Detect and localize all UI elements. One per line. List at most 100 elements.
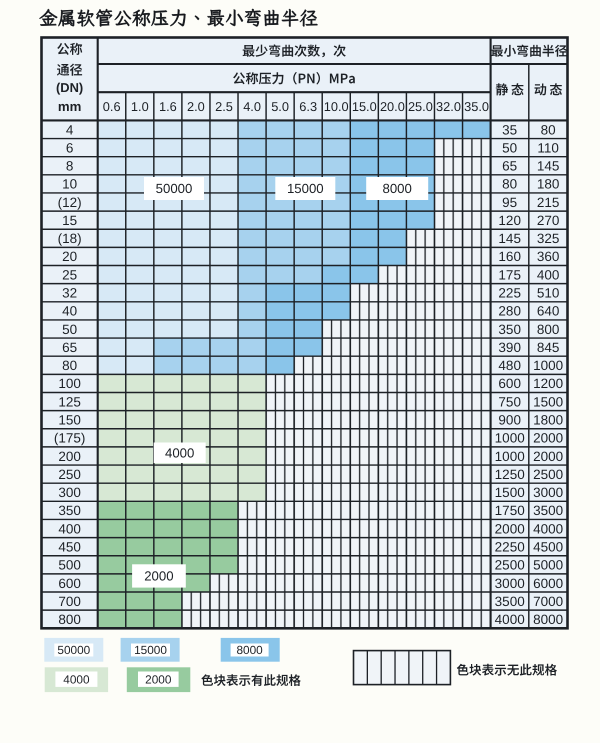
svg-text:2.0: 2.0 bbox=[187, 99, 205, 114]
svg-text:32: 32 bbox=[62, 286, 77, 301]
svg-text:40: 40 bbox=[62, 304, 77, 319]
svg-text:10: 10 bbox=[62, 177, 77, 192]
svg-text:2000: 2000 bbox=[495, 521, 525, 536]
svg-text:6.3: 6.3 bbox=[299, 99, 317, 114]
svg-text:1250: 1250 bbox=[495, 467, 525, 482]
svg-text:(18): (18) bbox=[58, 231, 82, 246]
svg-text:160: 160 bbox=[498, 249, 521, 264]
svg-text:25.0: 25.0 bbox=[408, 99, 433, 114]
svg-text:360: 360 bbox=[537, 249, 560, 264]
svg-text:8000: 8000 bbox=[383, 181, 412, 196]
svg-text:750: 750 bbox=[498, 394, 521, 409]
svg-text:8000: 8000 bbox=[236, 643, 263, 657]
svg-text:95: 95 bbox=[502, 195, 517, 210]
svg-text:145: 145 bbox=[498, 231, 521, 246]
svg-text:(DN): (DN) bbox=[56, 80, 83, 95]
svg-text:350: 350 bbox=[498, 322, 521, 337]
svg-text:2000: 2000 bbox=[145, 672, 172, 686]
svg-text:150: 150 bbox=[58, 413, 81, 428]
svg-text:3000: 3000 bbox=[495, 576, 525, 591]
svg-text:1500: 1500 bbox=[495, 485, 525, 500]
svg-text:15.0: 15.0 bbox=[352, 99, 377, 114]
svg-text:25: 25 bbox=[62, 267, 77, 282]
svg-text:50: 50 bbox=[62, 322, 77, 337]
svg-text:80: 80 bbox=[541, 122, 556, 137]
svg-text:4000: 4000 bbox=[63, 672, 90, 686]
svg-text:6: 6 bbox=[66, 140, 74, 155]
svg-text:510: 510 bbox=[537, 286, 560, 301]
svg-text:450: 450 bbox=[58, 540, 81, 555]
svg-text:4000: 4000 bbox=[533, 521, 563, 536]
svg-text:65: 65 bbox=[62, 340, 77, 355]
svg-text:20.0: 20.0 bbox=[380, 99, 405, 114]
svg-text:600: 600 bbox=[498, 376, 521, 391]
svg-text:0.6: 0.6 bbox=[103, 99, 121, 114]
svg-text:2000: 2000 bbox=[144, 569, 173, 584]
svg-text:4500: 4500 bbox=[533, 540, 563, 555]
svg-text:1000: 1000 bbox=[495, 431, 525, 446]
svg-text:400: 400 bbox=[537, 267, 560, 282]
svg-text:15000: 15000 bbox=[287, 181, 324, 196]
svg-text:325: 325 bbox=[537, 231, 560, 246]
svg-text:4.0: 4.0 bbox=[243, 99, 261, 114]
svg-text:4000: 4000 bbox=[495, 612, 525, 627]
svg-text:3000: 3000 bbox=[533, 485, 563, 500]
svg-text:1.6: 1.6 bbox=[159, 99, 177, 114]
svg-text:3500: 3500 bbox=[533, 503, 563, 518]
svg-text:200: 200 bbox=[58, 449, 81, 464]
svg-text:390: 390 bbox=[498, 340, 521, 355]
svg-text:225: 225 bbox=[498, 286, 521, 301]
svg-text:6000: 6000 bbox=[533, 576, 563, 591]
svg-text:20: 20 bbox=[62, 249, 77, 264]
svg-text:125: 125 bbox=[58, 394, 81, 409]
svg-text:500: 500 bbox=[58, 558, 81, 573]
svg-text:35: 35 bbox=[502, 122, 517, 137]
svg-text:1000: 1000 bbox=[495, 449, 525, 464]
svg-text:80: 80 bbox=[502, 177, 517, 192]
svg-text:180: 180 bbox=[537, 177, 560, 192]
svg-text:250: 250 bbox=[58, 467, 81, 482]
svg-text:800: 800 bbox=[537, 322, 560, 337]
svg-text:4: 4 bbox=[66, 122, 74, 137]
svg-text:5.0: 5.0 bbox=[271, 99, 289, 114]
svg-text:2500: 2500 bbox=[533, 467, 563, 482]
svg-text:1800: 1800 bbox=[533, 413, 563, 428]
svg-text:800: 800 bbox=[58, 612, 81, 627]
svg-text:900: 900 bbox=[498, 413, 521, 428]
svg-text:7000: 7000 bbox=[533, 594, 563, 609]
svg-text:80: 80 bbox=[62, 358, 77, 373]
svg-text:5000: 5000 bbox=[533, 558, 563, 573]
svg-text:845: 845 bbox=[537, 340, 560, 355]
svg-text:(12): (12) bbox=[58, 195, 82, 210]
svg-text:50: 50 bbox=[502, 140, 517, 155]
svg-text:8000: 8000 bbox=[533, 612, 563, 627]
svg-text:480: 480 bbox=[498, 358, 521, 373]
svg-text:15: 15 bbox=[62, 213, 77, 228]
svg-text:145: 145 bbox=[537, 159, 560, 174]
svg-text:110: 110 bbox=[537, 140, 559, 155]
svg-text:50000: 50000 bbox=[156, 181, 193, 196]
svg-text:270: 270 bbox=[537, 213, 560, 228]
svg-text:mm: mm bbox=[58, 99, 81, 114]
svg-text:50000: 50000 bbox=[57, 643, 90, 657]
svg-text:215: 215 bbox=[537, 195, 560, 210]
svg-text:1500: 1500 bbox=[533, 394, 563, 409]
svg-text:10.0: 10.0 bbox=[324, 99, 349, 114]
svg-text:2000: 2000 bbox=[533, 431, 563, 446]
svg-text:(175): (175) bbox=[54, 431, 86, 446]
svg-text:1000: 1000 bbox=[533, 358, 563, 373]
svg-text:8: 8 bbox=[66, 159, 74, 174]
svg-text:280: 280 bbox=[498, 304, 521, 319]
svg-text:35.0: 35.0 bbox=[464, 99, 489, 114]
svg-text:120: 120 bbox=[498, 213, 521, 228]
svg-text:400: 400 bbox=[58, 521, 81, 536]
svg-text:640: 640 bbox=[537, 304, 560, 319]
svg-text:350: 350 bbox=[58, 503, 81, 518]
svg-text:2000: 2000 bbox=[533, 449, 563, 464]
svg-text:4000: 4000 bbox=[165, 445, 194, 460]
svg-text:600: 600 bbox=[58, 576, 81, 591]
svg-text:100: 100 bbox=[58, 376, 81, 391]
svg-text:700: 700 bbox=[58, 594, 81, 609]
svg-text:1200: 1200 bbox=[533, 376, 563, 391]
svg-text:3500: 3500 bbox=[495, 594, 525, 609]
